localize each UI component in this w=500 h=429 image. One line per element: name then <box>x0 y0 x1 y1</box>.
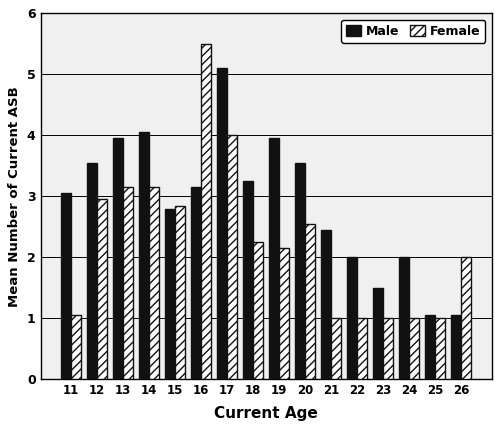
Legend: Male, Female: Male, Female <box>342 20 486 42</box>
Bar <box>87 163 97 380</box>
Bar <box>227 136 237 380</box>
Bar <box>149 187 159 380</box>
Bar <box>426 315 435 380</box>
Bar <box>201 44 211 380</box>
Bar <box>462 257 471 380</box>
Bar <box>295 163 305 380</box>
Bar <box>139 132 149 380</box>
Bar <box>305 224 315 380</box>
Bar <box>61 193 71 380</box>
Bar <box>217 68 227 380</box>
Bar <box>243 181 253 380</box>
Bar <box>322 230 331 380</box>
Bar <box>435 318 445 380</box>
X-axis label: Current Age: Current Age <box>214 406 318 421</box>
Bar <box>331 318 341 380</box>
Bar <box>71 315 81 380</box>
Bar <box>191 187 201 380</box>
Bar <box>175 205 185 380</box>
Bar <box>452 315 462 380</box>
Bar <box>165 208 175 380</box>
Bar <box>400 257 409 380</box>
Y-axis label: Mean Number of Current ASB: Mean Number of Current ASB <box>8 86 22 307</box>
Bar <box>357 318 367 380</box>
Bar <box>253 242 263 380</box>
Bar <box>123 187 133 380</box>
Bar <box>348 257 357 380</box>
Bar <box>269 139 279 380</box>
Bar <box>374 288 383 380</box>
Bar <box>409 318 419 380</box>
Bar <box>279 248 289 380</box>
Bar <box>383 318 393 380</box>
Bar <box>113 139 123 380</box>
Bar <box>97 199 107 380</box>
